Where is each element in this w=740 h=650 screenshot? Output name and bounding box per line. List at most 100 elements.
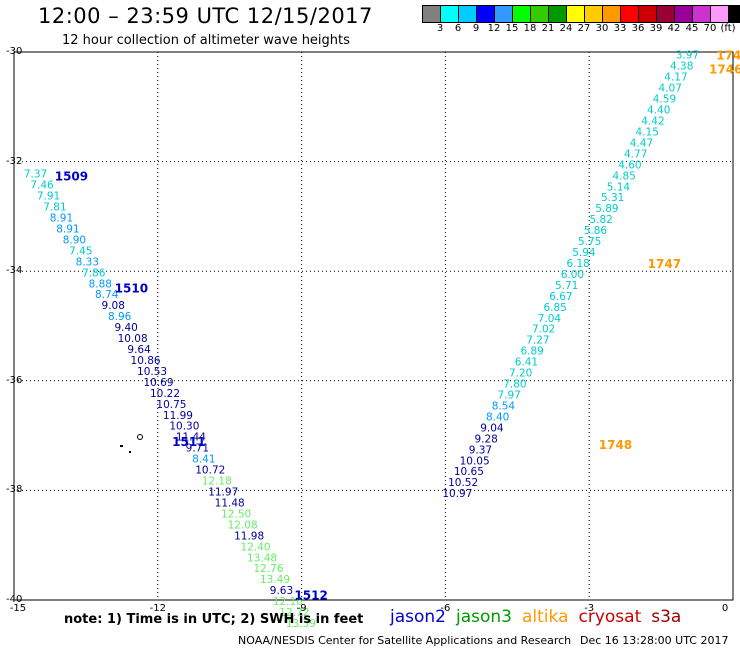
left-track-value: 8.96 xyxy=(108,311,132,323)
scale-label: 6 xyxy=(454,23,462,34)
scale-swatch xyxy=(459,6,477,22)
left-track-value: 11.48 xyxy=(215,497,245,509)
pass-time-label: 1748 xyxy=(599,438,632,452)
left-track-value: 13.49 xyxy=(260,574,290,586)
scale-swatch xyxy=(423,6,441,22)
satellite-legend: jason2 jason3 altika cryosat s3a xyxy=(390,607,691,627)
scale-swatch xyxy=(513,6,531,22)
left-track-value: 8.33 xyxy=(76,256,99,268)
longitude-label: -3 xyxy=(584,603,595,614)
pass-time-label: 1509 xyxy=(55,169,88,183)
pass-time-label: 1510 xyxy=(115,282,148,296)
left-track-value: 11.98 xyxy=(234,530,264,542)
left-track-value: 7.86 xyxy=(82,267,106,279)
island-marker xyxy=(129,451,131,453)
left-track-value: 13.39 xyxy=(286,618,316,630)
map-grid xyxy=(14,52,733,600)
right-track-value: 9.04 xyxy=(480,422,504,434)
note-text: note: 1) Time is in UTC; 2) SWH is in fe… xyxy=(64,612,364,627)
scale-label: 21 xyxy=(541,23,555,34)
left-track-value: 10.75 xyxy=(156,399,186,411)
right-track-value: 10.97 xyxy=(442,488,472,500)
left-track-value: 10.08 xyxy=(118,333,148,345)
scale-swatch xyxy=(531,6,549,22)
scale-label: 30 xyxy=(595,23,609,34)
right-track-value: 7.80 xyxy=(503,379,526,391)
left-track-value: 10.53 xyxy=(137,366,167,378)
right-track-value: 6.85 xyxy=(543,302,566,314)
scale-label: (ft) xyxy=(720,23,736,34)
left-track-value: 7.37 xyxy=(24,169,47,181)
scale-label: 27 xyxy=(577,23,591,34)
pass-time-label: 1745 xyxy=(716,49,740,63)
scale-label: 33 xyxy=(613,23,627,34)
right-track-value: 4.77 xyxy=(624,148,647,160)
left-track-value: 12.16 xyxy=(273,596,303,608)
left-track-value: 12.40 xyxy=(241,541,271,553)
scale-swatch xyxy=(729,6,740,22)
latitude-label: -34 xyxy=(6,265,23,277)
scale-label: 36 xyxy=(631,23,645,34)
right-track-value: 10.65 xyxy=(454,466,484,478)
satellite-altika: altika xyxy=(522,607,569,627)
right-track-value: 9.28 xyxy=(474,433,497,445)
right-track-value: 8.40 xyxy=(486,411,509,423)
scale-swatch xyxy=(675,6,693,22)
left-track-value: 8.91 xyxy=(56,223,79,235)
right-track-value: 7.20 xyxy=(509,368,532,380)
right-track-value: 5.14 xyxy=(607,181,631,193)
left-track-value: 10.72 xyxy=(195,465,225,477)
right-track-value: 4.07 xyxy=(659,83,682,95)
chart-title: 12:00 – 23:59 UTC 12/15/2017 xyxy=(38,4,373,28)
left-track-value: 12.72 xyxy=(279,607,309,619)
longitude-label: 0 xyxy=(721,603,729,614)
left-track-value: 9.64 xyxy=(127,344,151,356)
scale-swatch xyxy=(567,6,585,22)
left-track-value: 13.48 xyxy=(247,552,277,564)
color-scale-labels: 3 6 9 12 15 18 21 24 27 30 33 36 39 42 45 70 (ft) xyxy=(422,23,740,35)
color-scale-legend xyxy=(422,5,740,23)
right-track-value: 5.31 xyxy=(601,192,624,204)
right-track-value: 9.37 xyxy=(469,444,492,456)
scale-label: 18 xyxy=(523,23,537,34)
right-track-value: 6.67 xyxy=(549,291,572,303)
scale-label: 39 xyxy=(649,23,663,34)
right-track-value: 6.00 xyxy=(561,269,584,281)
left-track-value: 10.86 xyxy=(131,355,161,367)
pass-time-label: 1747 xyxy=(648,257,681,271)
scale-swatch xyxy=(657,6,675,22)
left-track-value: 9.08 xyxy=(102,300,125,312)
left-track-value: 9.40 xyxy=(114,322,137,334)
satellite-jason2: jason2 xyxy=(390,607,446,627)
left-track-value: 10.22 xyxy=(150,388,180,400)
chart-subtitle: 12 hour collection of altimeter wave hei… xyxy=(62,33,350,48)
pass-time-label: 1512 xyxy=(294,589,327,603)
right-track-value: 10.05 xyxy=(460,455,490,467)
right-track-value: 8.54 xyxy=(492,400,516,412)
longitude-label: -9 xyxy=(296,603,307,614)
left-track-value: 10.69 xyxy=(143,377,173,389)
right-track-value: 5.86 xyxy=(584,225,608,237)
right-track-value: 4.47 xyxy=(630,137,653,149)
right-track-value: 4.15 xyxy=(636,126,659,138)
scale-label: 42 xyxy=(667,23,681,34)
left-track-value: 7.46 xyxy=(30,180,54,192)
right-track-value: 3.97 xyxy=(676,50,699,62)
right-track-value: 4.60 xyxy=(618,159,641,171)
longitude-label: -12 xyxy=(149,603,166,614)
left-track-value: 7.91 xyxy=(37,191,60,203)
pass-time-label: 1511 xyxy=(172,435,205,449)
right-track-value: 5.71 xyxy=(555,280,578,292)
left-track-value: 11.44 xyxy=(176,432,206,444)
right-track-value: 6.41 xyxy=(515,357,538,369)
right-track-value: 4.17 xyxy=(664,72,687,84)
scale-label: 12 xyxy=(487,23,501,34)
right-track-value: 5.75 xyxy=(578,236,601,248)
left-track-value: 8.90 xyxy=(63,234,86,246)
left-track-value: 8.74 xyxy=(95,289,119,301)
scale-swatch xyxy=(495,6,513,22)
scale-label: 9 xyxy=(472,23,480,34)
scale-label: 45 xyxy=(685,23,699,34)
left-track-value: 12.18 xyxy=(202,476,232,488)
